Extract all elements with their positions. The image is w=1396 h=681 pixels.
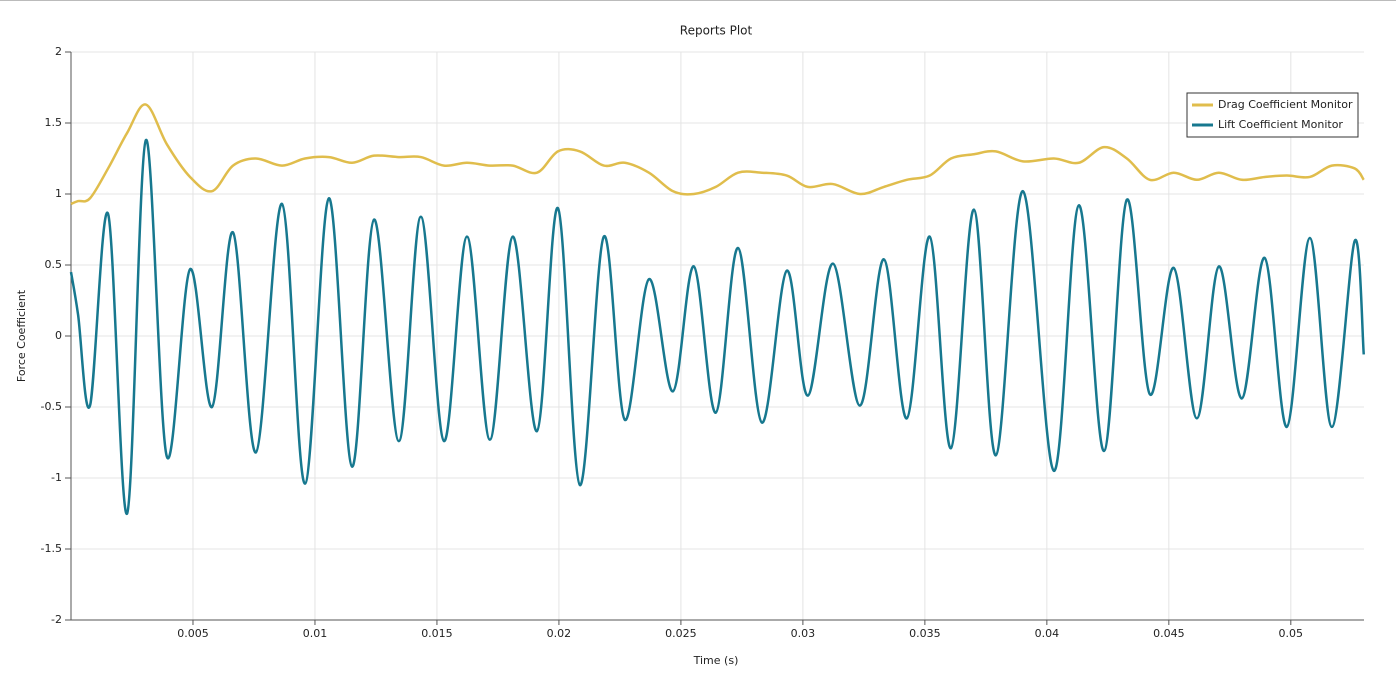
legend-label: Drag Coefficient Monitor <box>1218 98 1353 111</box>
chart-title: Reports Plot <box>680 24 753 38</box>
x-tick-label: 0.05 <box>1279 627 1304 640</box>
series-line <box>70 103 1365 206</box>
y-axis-label: Force Coefficient <box>15 289 28 382</box>
y-tick-label: 0 <box>55 329 62 342</box>
y-tick-label: 2 <box>55 45 62 58</box>
x-tick-label: 0.045 <box>1153 627 1185 640</box>
x-tick-label: 0.04 <box>1035 627 1060 640</box>
x-tick-label: 0.005 <box>177 627 209 640</box>
x-tick-label: 0.025 <box>665 627 697 640</box>
y-tick-label: 1 <box>55 187 62 200</box>
x-tick-label: 0.035 <box>909 627 941 640</box>
legend-label: Lift Coefficient Monitor <box>1218 118 1343 131</box>
y-tick-label: 1.5 <box>45 116 63 129</box>
x-axis-label: Time (s) <box>693 654 739 667</box>
y-tick-label: -1.5 <box>41 542 62 555</box>
x-tick-label: 0.01 <box>303 627 328 640</box>
x-tick-label: 0.03 <box>791 627 816 640</box>
x-tick-label: 0.02 <box>547 627 572 640</box>
legend-box <box>1186 92 1359 138</box>
x-tick-label: 0.015 <box>421 627 453 640</box>
y-tick-label: -2 <box>51 613 62 626</box>
series-line <box>69 138 1366 515</box>
y-tick-label: -0.5 <box>41 400 62 413</box>
y-tick-label: 0.5 <box>45 258 63 271</box>
y-tick-label: -1 <box>51 471 62 484</box>
legend: Drag Coefficient Monitor Lift Coefficient… <box>1186 92 1359 138</box>
